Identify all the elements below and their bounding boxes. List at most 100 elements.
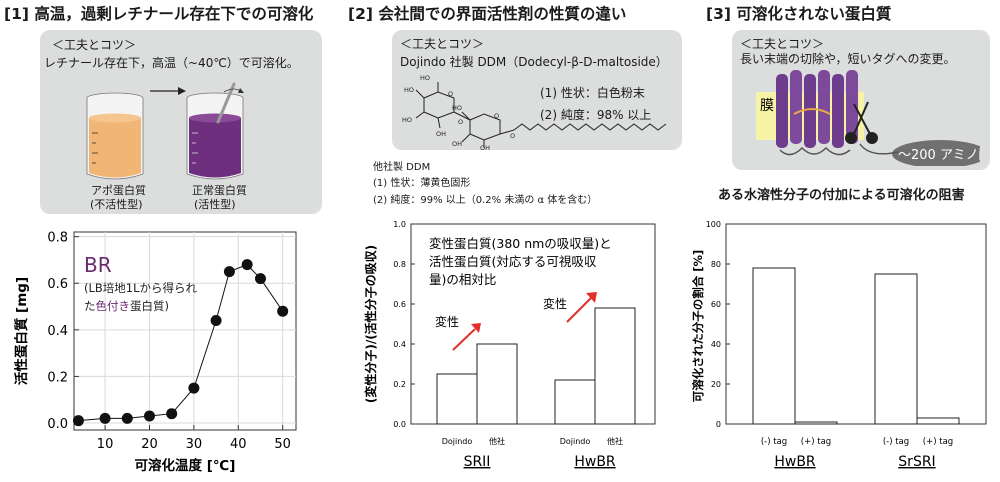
c2-category-label: 他社 [607,436,623,446]
chart1-svg: 10 20 30 40 50 0.0 0.2 0.4 0.6 0.8 BR (LB培地1Lから得… [13,231,297,474]
panel2-other1: (1) 性状：薄黄色固形 [373,178,471,189]
c3-bar [794,421,838,425]
beaker-illustration [86,82,244,180]
chart1-x-tick-label: 30 [186,437,203,452]
panel2-prop1: (1) 性状：白色粉末 [540,86,645,100]
ddm-label-10: O [510,132,515,140]
chart1-x-tick-label: 10 [97,437,114,452]
ddm-label-6: OH [480,144,490,150]
chart2-annotation-line3: 量)の相対比 [429,272,496,287]
c2-bar [594,307,636,425]
c3-y-tick-label: 80 [711,260,721,269]
ddm-structure: HO HO HO OH HO OH OH O O O O [402,74,667,150]
panel2-tip-box [392,30,682,150]
chart3-svg: 0 20 40 60 80 100 (-) tag (+) tag (-) tag (+) ta… [691,220,987,470]
membrane-protein-illustration: 膜 ～200 アミノ酸 [756,70,980,166]
chart2-y-label: (変性分子)/(活性分子の吸収) [363,245,378,403]
c2-y-tick-label: 0.6 [393,300,406,309]
chart2-svg: 0.0 0.2 0.4 0.6 0.8 1.0 Dojindo 他社 Dojindo 他社 変性… [363,220,656,470]
beaker-left [86,92,144,180]
chart2-arrow-1 [452,323,481,351]
chart2-arrow-label-2: 変性 [543,296,567,311]
c2-bar [554,379,596,425]
chart1-data-point [210,315,222,327]
chart2-annotation-line1: 変性蛋白質(380 nmの吸収量)と [429,236,612,251]
chart1-y-ticks: 0.0 0.2 0.4 0.6 0.8 [47,231,79,432]
chart1-x-tick-label: 40 [230,437,247,452]
panel3-tip-head: ＜工夫とコツ＞ [740,37,825,51]
chart2-plot-frame [410,223,656,425]
c3-category-label: (+) tag [923,437,953,447]
ddm-label-0: HO [420,74,430,82]
panel2-title: [2] 会社間での界面活性剤の性質の違い [348,5,627,23]
c3-bar [916,417,960,425]
chart3-title: ある水溶性分子の付加による可溶化の阻害 [718,188,965,203]
c2-bar [436,373,478,425]
c3-bar [752,267,796,425]
panel1-title: [1] 高温，過剰レチナール存在下での可溶化 [4,5,314,23]
c2-category-label: Dojindo [560,437,591,446]
c3-category-label: (+) tag [801,437,831,447]
panel1-tip-head: ＜工夫とコツ＞ [52,38,137,52]
c3-y-tick-label: 40 [711,340,721,349]
c3-bar [874,273,918,425]
c3-category-label: (-) tag [761,437,787,447]
panel3-tip-text: 長い末端の切除や，短いタグへの変更。 [740,52,956,66]
panel2-tip-head: ＜工夫とコツ＞ [400,37,485,51]
c3-y-tick-label: 100 [706,220,721,229]
chart1-plot-frame [73,231,297,431]
chart2-category-labels: Dojindo 他社 Dojindo 他社 [442,436,623,446]
ddm-label-7: O [448,90,453,98]
c3-category-label: (-) tag [883,437,909,447]
chart1-annotation-line2: た色付き蛋白質) [84,299,169,313]
chart3-category-labels: (-) tag (+) tag (-) tag (+) tag [761,437,953,447]
chart1-data-point [99,412,111,424]
process-arrow [150,87,186,95]
c2-y-tick-label: 0.0 [393,420,406,429]
beaker-left-label1: アポ蛋白質 [91,184,146,197]
chart1-data-point [241,259,253,271]
chart1-x-label: 可溶化温度 [℃] [135,457,236,474]
panel2-other-head: 他社製 DDM [373,162,431,173]
scissors-icon [845,101,878,144]
beaker-right [186,82,244,180]
c2-y-tick-label: 0.4 [393,340,406,349]
chart1-x-ticks: 10 20 30 40 50 [97,425,291,452]
ddm-label-9: O [494,112,499,120]
beaker-left-label2: (不活性型) [90,198,143,211]
c3-y-tick-label: 20 [711,380,721,389]
chart1-annotation-big: BR [84,253,112,277]
chart1-data-point [72,415,84,427]
chart3-y-ticks: 0 20 40 60 80 100 [706,220,730,429]
chart3-plot-frame [725,223,987,425]
ddm-label-3: OH [436,130,446,138]
chart1-x-tick-label: 20 [141,437,158,452]
chart1-y-tick-label: 0.2 [47,370,68,385]
chart3-group-label-hwbr: HwBR [774,454,816,470]
chart1-data-point [254,273,266,285]
chart1-annotation-line1: (LB培地1Lから得られ [84,281,198,295]
panel3-title: [3] 可溶化されない蛋白質 [706,5,892,23]
c2-y-tick-label: 0.8 [393,260,406,269]
chart1-data-point [223,266,235,278]
chart1-y-tick-label: 0.0 [47,417,68,432]
c2-bar [476,343,518,425]
ddm-label-2: HO [402,116,412,124]
c2-y-tick-label: 1.0 [393,220,406,229]
chart1-x-tick-label: 50 [274,437,291,452]
chart1-y-tick-label: 0.6 [47,277,68,292]
beaker-right-label2: (活性型) [194,198,236,211]
ddm-label-8: O [458,118,463,126]
helix-bundle [776,70,858,156]
panel1-tip-text: レチナール存在下，高温（~40℃）で可溶化。 [44,56,299,70]
ddm-label-1: HO [404,86,414,94]
beaker-right-label1: 正常蛋白質 [192,184,247,197]
ddm-label-4: HO [452,104,462,112]
chart1-data-point [121,412,133,424]
chart1-data-point [166,408,178,420]
chart3-y-label: 可溶化された分子の割合 [%] [691,250,705,403]
membrane-label: 膜 [760,98,774,114]
chart1-points [72,259,289,427]
chart1-y-tick-label: 0.4 [47,324,68,339]
panel2-other2: (2) 純度：99% 以上（0.2% 未満の α 体を含む） [373,195,598,206]
